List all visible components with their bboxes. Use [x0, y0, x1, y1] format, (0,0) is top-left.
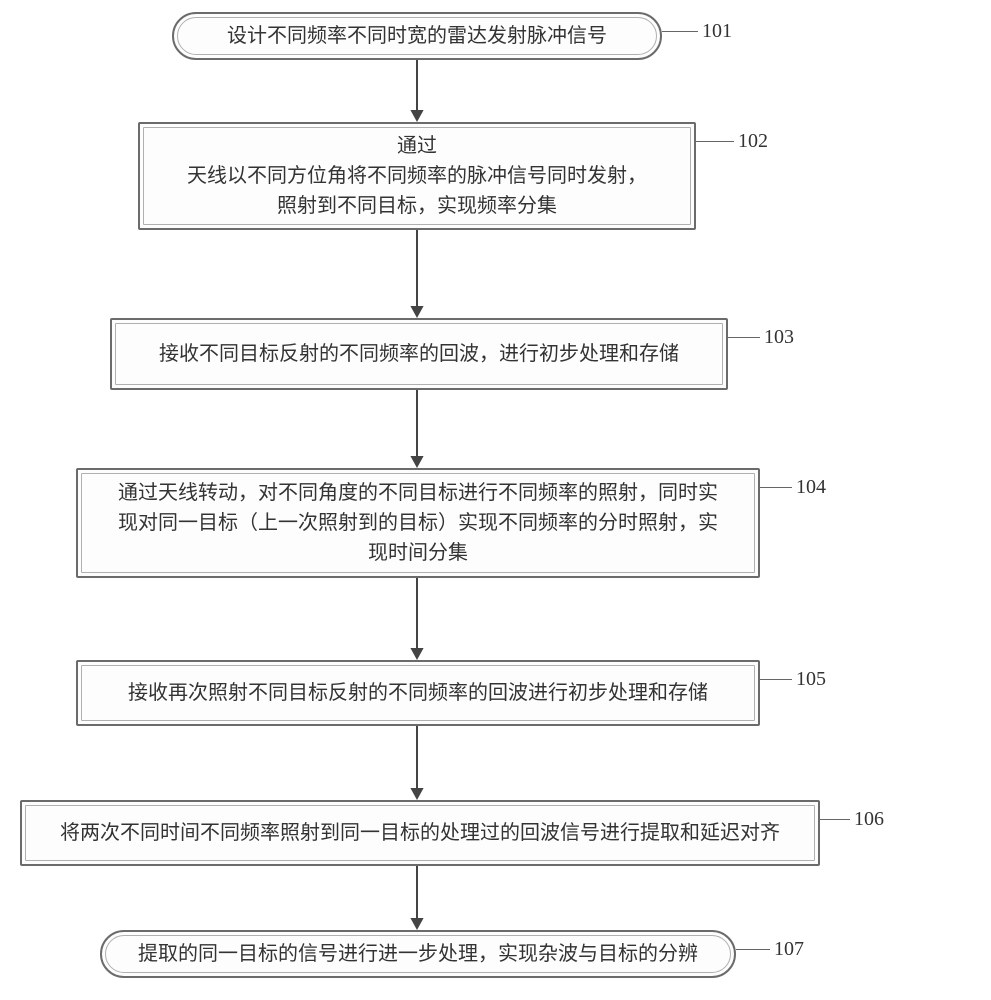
node-text-line: 接收再次照射不同目标反射的不同频率的回波进行初步处理和存储	[128, 678, 708, 708]
node-text-line: 设计不同频率不同时宽的雷达发射脉冲信号	[227, 21, 607, 51]
flow-step-107: 提取的同一目标的信号进行进一步处理，实现杂波与目标的分辨 107	[100, 930, 804, 978]
node-text-line: 天线以不同方位角将不同频率的脉冲信号同时发射，	[187, 161, 647, 191]
step-number: 102	[738, 130, 768, 153]
flow-arrow	[405, 866, 429, 932]
leader-line	[728, 337, 760, 338]
step-label-group: 107	[736, 938, 804, 961]
flow-node: 接收再次照射不同目标反射的不同频率的回波进行初步处理和存储	[76, 660, 760, 726]
node-text-line: 将两次不同时间不同频率照射到同一目标的处理过的回波信号进行提取和延迟对齐	[60, 818, 780, 848]
node-text-line: 通过天线转动，对不同角度的不同目标进行不同频率的照射，同时实	[118, 478, 718, 508]
flow-arrow	[405, 60, 429, 124]
flow-arrow	[405, 230, 429, 320]
flow-arrow	[405, 390, 429, 470]
step-label-group: 103	[728, 326, 794, 349]
step-number: 105	[796, 668, 826, 691]
step-label-group: 101	[662, 20, 732, 43]
step-number: 101	[702, 20, 732, 43]
leader-line	[760, 487, 792, 488]
flow-arrow	[405, 726, 429, 802]
flow-step-102: 通过天线以不同方位角将不同频率的脉冲信号同时发射，照射到不同目标，实现频率分集 1…	[138, 122, 768, 230]
leader-line	[820, 819, 850, 820]
flow-arrow	[405, 578, 429, 662]
flow-node: 通过天线以不同方位角将不同频率的脉冲信号同时发射，照射到不同目标，实现频率分集	[138, 122, 696, 230]
flow-node: 设计不同频率不同时宽的雷达发射脉冲信号	[172, 12, 662, 60]
leader-line	[696, 141, 734, 142]
flow-step-104: 通过天线转动，对不同角度的不同目标进行不同频率的照射，同时实现对同一目标（上一次…	[76, 468, 826, 578]
step-label-group: 102	[696, 130, 768, 153]
node-text-line: 提取的同一目标的信号进行进一步处理，实现杂波与目标的分辨	[138, 939, 698, 969]
step-number: 106	[854, 808, 884, 831]
flow-node: 提取的同一目标的信号进行进一步处理，实现杂波与目标的分辨	[100, 930, 736, 978]
node-text-line: 现时间分集	[368, 538, 468, 568]
step-label-group: 104	[760, 476, 826, 499]
flow-node: 通过天线转动，对不同角度的不同目标进行不同频率的照射，同时实现对同一目标（上一次…	[76, 468, 760, 578]
leader-line	[760, 679, 792, 680]
step-label-group: 106	[820, 808, 884, 831]
node-text-line: 照射到不同目标，实现频率分集	[277, 191, 557, 221]
flow-step-103: 接收不同目标反射的不同频率的回波，进行初步处理和存储 103	[110, 318, 794, 390]
flow-node: 将两次不同时间不同频率照射到同一目标的处理过的回波信号进行提取和延迟对齐	[20, 800, 820, 866]
flow-node: 接收不同目标反射的不同频率的回波，进行初步处理和存储	[110, 318, 728, 390]
leader-line	[662, 31, 698, 32]
node-text-line: 现对同一目标（上一次照射到的目标）实现不同频率的分时照射，实	[118, 508, 718, 538]
flow-step-106: 将两次不同时间不同频率照射到同一目标的处理过的回波信号进行提取和延迟对齐 106	[20, 800, 884, 866]
flow-step-101: 设计不同频率不同时宽的雷达发射脉冲信号 101	[172, 12, 732, 60]
flow-step-105: 接收再次照射不同目标反射的不同频率的回波进行初步处理和存储 105	[76, 660, 826, 726]
leader-line	[736, 949, 770, 950]
step-number: 107	[774, 938, 804, 961]
node-text-line: 接收不同目标反射的不同频率的回波，进行初步处理和存储	[159, 339, 679, 369]
step-number: 103	[764, 326, 794, 349]
step-label-group: 105	[760, 668, 826, 691]
node-text-line: 通过	[397, 131, 437, 161]
step-number: 104	[796, 476, 826, 499]
